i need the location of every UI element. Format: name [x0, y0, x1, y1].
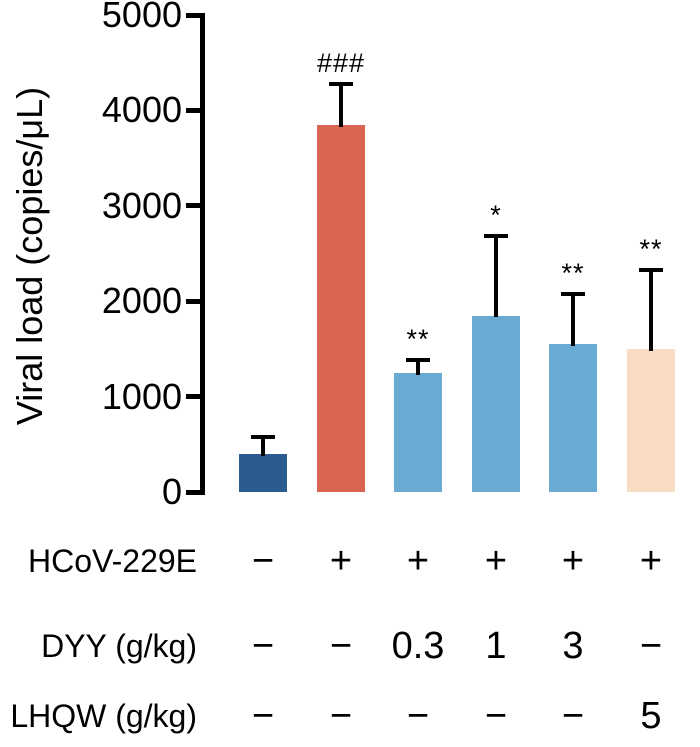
error-bar — [339, 81, 343, 127]
y-axis-title: Viral load (copies/μL) — [9, 86, 50, 426]
significance-annotation: * — [490, 200, 502, 231]
bar — [394, 372, 442, 492]
condition-row-value: + — [484, 540, 508, 582]
condition-row-value: − — [251, 695, 275, 737]
y-tick-label: 4000 — [101, 89, 182, 131]
condition-row-value: + — [406, 540, 430, 582]
condition-row-value: + — [561, 540, 585, 582]
error-bar-cap — [406, 358, 430, 363]
condition-row-value: 1 — [485, 625, 507, 667]
condition-row-label: HCoV-229E — [28, 543, 197, 579]
bar — [627, 348, 675, 492]
condition-row-value: 3 — [562, 625, 584, 667]
error-bar-cap — [251, 434, 275, 439]
bar — [549, 344, 597, 492]
significance-annotation: ** — [406, 324, 430, 355]
condition-row-value: − — [329, 625, 353, 667]
error-bar — [416, 358, 420, 375]
y-tick-label: 5000 — [101, 0, 182, 35]
condition-row-value: + — [639, 540, 663, 582]
condition-row-value: − — [329, 695, 353, 737]
condition-row-value: − — [251, 625, 275, 667]
condition-row-label: DYY (g/kg) — [41, 628, 197, 664]
bar — [239, 453, 287, 492]
y-tick-label: 0 — [161, 471, 182, 512]
y-tick-mark — [186, 107, 200, 113]
condition-row-value: − — [406, 695, 430, 737]
error-bar — [571, 291, 575, 347]
condition-row-value: 0.3 — [391, 625, 445, 667]
condition-row-value: + — [329, 540, 353, 582]
condition-row-value: − — [251, 540, 275, 582]
condition-row-value: − — [484, 695, 508, 737]
y-tick-label: 1000 — [101, 375, 182, 417]
y-tick-label: 3000 — [101, 184, 182, 226]
y-tick-mark — [186, 12, 200, 18]
y-tick-mark — [186, 298, 200, 304]
y-tick-mark — [186, 489, 200, 495]
significance-annotation: ### — [316, 47, 366, 78]
error-bar — [649, 267, 653, 351]
condition-row-label: LHQW (g/kg) — [10, 698, 197, 734]
condition-row-value: − — [561, 695, 585, 737]
y-tick-mark — [186, 394, 200, 400]
error-bar-cap — [329, 81, 353, 86]
error-bar — [261, 434, 265, 456]
bar — [472, 315, 520, 492]
error-bar-cap — [561, 291, 585, 296]
y-tick-label: 2000 — [101, 280, 182, 322]
significance-annotation: ** — [639, 233, 663, 264]
condition-row-value: 5 — [640, 695, 662, 737]
y-tick-mark — [186, 203, 200, 209]
significance-annotation: ** — [561, 257, 585, 288]
bar — [317, 124, 365, 492]
error-bar-cap — [484, 234, 508, 239]
condition-row-value: − — [639, 625, 663, 667]
y-axis-line — [200, 13, 205, 495]
error-bar — [494, 234, 498, 318]
error-bar-cap — [639, 267, 663, 272]
